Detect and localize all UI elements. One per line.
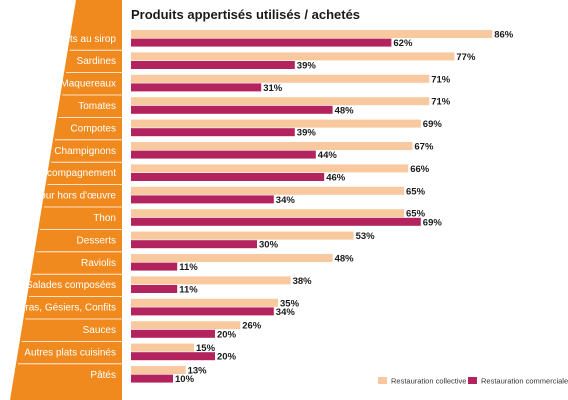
value-label-compotes-commerciale: 39% bbox=[297, 128, 317, 139]
bar-autres-plats-cuisines-collective bbox=[131, 343, 194, 352]
chart-title: Produits appertisés utilisés / achetés bbox=[131, 7, 360, 22]
value-label-fois-gras-gesiers-confits-commerciale: 34% bbox=[276, 307, 296, 318]
bar-raviolis-collective bbox=[131, 254, 333, 262]
category-label-legumes-d-accompagnement: Légumes d'accompagnement bbox=[0, 168, 116, 179]
value-label-pates-collective: 13% bbox=[188, 366, 208, 377]
value-label-salades-composees-commerciale: 11% bbox=[179, 285, 198, 296]
value-label-compotes-collective: 69% bbox=[423, 119, 443, 130]
value-label-raviolis-collective: 48% bbox=[335, 254, 355, 265]
value-label-maquereaux-collective: 71% bbox=[431, 74, 451, 85]
category-label-raviolis: Raviolis bbox=[81, 258, 116, 269]
category-label-fruits-au-sirop: Fruits au sirop bbox=[53, 34, 117, 45]
category-label-autres-plats-cuisines: Autres plats cuisinés bbox=[24, 347, 116, 358]
category-label-sauces: Sauces bbox=[83, 325, 116, 336]
value-label-champignons-commerciale: 44% bbox=[318, 150, 338, 161]
value-label-sauces-commerciale: 20% bbox=[217, 329, 237, 340]
value-label-salades-composees-collective: 38% bbox=[293, 276, 313, 287]
value-labels: 86% 62% 77% 39% 71% 31% 71% 48% 69% 39% 67% 44% 66% 4… bbox=[175, 30, 514, 386]
category-label-tomates: Tomates bbox=[78, 101, 116, 112]
bar-salades-composees-commerciale bbox=[131, 285, 178, 293]
category-label-thon: Thon bbox=[93, 213, 116, 224]
legend-swatch-collective bbox=[378, 377, 387, 384]
bar-legumes-d-accompagnement-collective bbox=[131, 164, 409, 173]
category-labels: Fruits au sirop Sardines Maquereaux Tomates… bbox=[0, 34, 116, 381]
bar-tomates-commerciale bbox=[131, 105, 333, 114]
value-label-sardines-collective: 77% bbox=[456, 52, 476, 63]
value-label-sardines-commerciale: 39% bbox=[297, 61, 317, 72]
bar-legumes-pour-hors-d-oeuvre-commerciale bbox=[131, 195, 274, 204]
category-label-salades-composees: Salades composées bbox=[26, 280, 116, 291]
bar-champignons-collective bbox=[131, 142, 413, 150]
value-label-pates-commerciale: 10% bbox=[175, 374, 195, 385]
bar-sauces-commerciale bbox=[131, 329, 215, 338]
value-label-legumes-d-accompagnement-collective: 66% bbox=[410, 164, 430, 175]
bar-thon-commerciale bbox=[131, 217, 421, 226]
category-label-pates: Pâtés bbox=[90, 370, 116, 381]
value-label-desserts-collective: 53% bbox=[356, 231, 376, 242]
bar-fois-gras-gesiers-confits-collective bbox=[131, 298, 278, 307]
bar-sardines-collective bbox=[131, 52, 455, 61]
bar-fruits-au-sirop-collective bbox=[131, 30, 493, 38]
legend-label-commerciale: Restauration commerciale bbox=[481, 377, 568, 386]
bar-legumes-pour-hors-d-oeuvre-collective bbox=[131, 186, 404, 195]
legend-label-collective: Restauration collective bbox=[391, 377, 466, 386]
bar-legumes-d-accompagnement-commerciale bbox=[131, 173, 325, 181]
value-label-fruits-au-sirop-collective: 86% bbox=[494, 30, 514, 41]
sidebar-background bbox=[10, 0, 122, 400]
bar-desserts-commerciale bbox=[131, 240, 257, 249]
category-label-sardines: Sardines bbox=[77, 56, 116, 67]
category-label-desserts: Desserts bbox=[77, 235, 116, 246]
bar-fruits-au-sirop-commerciale bbox=[131, 38, 392, 47]
category-label-champignons: Champignons bbox=[54, 146, 116, 157]
value-label-tomates-commerciale: 48% bbox=[335, 105, 355, 116]
value-label-autres-plats-cuisines-collective: 15% bbox=[196, 343, 216, 354]
value-label-sauces-collective: 26% bbox=[242, 321, 262, 332]
value-label-desserts-commerciale: 30% bbox=[259, 240, 279, 251]
bar-raviolis-commerciale bbox=[131, 262, 178, 271]
category-label-compotes: Compotes bbox=[70, 123, 116, 134]
bar-sardines-commerciale bbox=[131, 61, 295, 69]
bar-fois-gras-gesiers-confits-commerciale bbox=[131, 307, 274, 316]
bar-compotes-collective bbox=[131, 119, 421, 128]
bars bbox=[131, 30, 493, 383]
value-label-tomates-collective: 71% bbox=[431, 97, 451, 108]
bar-autres-plats-cuisines-commerciale bbox=[131, 352, 215, 361]
bar-desserts-collective bbox=[131, 231, 354, 240]
value-label-raviolis-commerciale: 11% bbox=[179, 262, 198, 273]
value-label-fois-gras-gesiers-confits-collective: 35% bbox=[280, 298, 300, 309]
bar-maquereaux-collective bbox=[131, 74, 430, 83]
bar-thon-collective bbox=[131, 209, 404, 218]
legend: Restauration collective Restauration com… bbox=[378, 377, 568, 386]
bar-sauces-collective bbox=[131, 321, 241, 330]
value-label-fruits-au-sirop-commerciale: 62% bbox=[393, 38, 413, 49]
row-dividers bbox=[17, 49, 122, 365]
category-label-legumes-pour-hors-d-oeuvre: Légumes pour hors d'œuvre bbox=[0, 191, 116, 202]
bar-pates-collective bbox=[131, 366, 186, 374]
legend-swatch-commerciale bbox=[468, 377, 477, 384]
value-label-autres-plats-cuisines-commerciale: 20% bbox=[217, 352, 237, 363]
bar-salades-composees-collective bbox=[131, 276, 291, 285]
bar-tomates-collective bbox=[131, 97, 430, 106]
category-label-fois-gras-gesiers-confits: Fois gras, Gésiers, Confits bbox=[0, 303, 116, 314]
category-label-maquereaux: Maquereaux bbox=[60, 79, 116, 90]
bar-champignons-commerciale bbox=[131, 150, 316, 159]
value-label-thon-commerciale: 69% bbox=[423, 217, 443, 228]
value-label-legumes-pour-hors-d-oeuvre-commerciale: 34% bbox=[276, 195, 296, 206]
bar-pates-commerciale bbox=[131, 374, 173, 383]
value-label-maquereaux-commerciale: 31% bbox=[263, 83, 283, 94]
value-label-champignons-collective: 67% bbox=[414, 142, 434, 153]
bar-compotes-commerciale bbox=[131, 128, 295, 137]
value-label-thon-collective: 65% bbox=[406, 209, 426, 220]
value-label-legumes-d-accompagnement-commerciale: 46% bbox=[326, 173, 346, 184]
bar-maquereaux-commerciale bbox=[131, 83, 262, 92]
value-label-legumes-pour-hors-d-oeuvre-collective: 65% bbox=[406, 186, 426, 197]
